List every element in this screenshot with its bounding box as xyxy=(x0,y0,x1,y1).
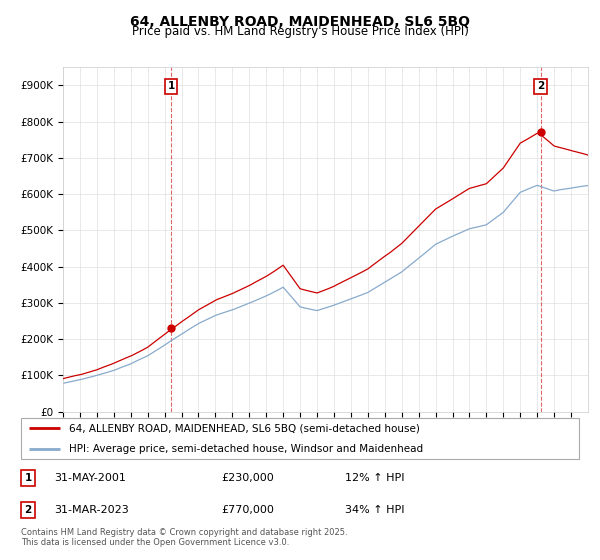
Text: Contains HM Land Registry data © Crown copyright and database right 2025.
This d: Contains HM Land Registry data © Crown c… xyxy=(21,528,347,547)
Text: 64, ALLENBY ROAD, MAIDENHEAD, SL6 5BQ (semi-detached house): 64, ALLENBY ROAD, MAIDENHEAD, SL6 5BQ (s… xyxy=(69,423,419,433)
Text: 1: 1 xyxy=(167,81,175,91)
Text: £230,000: £230,000 xyxy=(221,473,274,483)
Text: Price paid vs. HM Land Registry's House Price Index (HPI): Price paid vs. HM Land Registry's House … xyxy=(131,25,469,38)
Text: 12% ↑ HPI: 12% ↑ HPI xyxy=(345,473,404,483)
Text: £770,000: £770,000 xyxy=(221,505,274,515)
Text: 31-MAY-2001: 31-MAY-2001 xyxy=(55,473,127,483)
Text: HPI: Average price, semi-detached house, Windsor and Maidenhead: HPI: Average price, semi-detached house,… xyxy=(69,444,423,454)
Text: 2: 2 xyxy=(25,505,32,515)
Text: 1: 1 xyxy=(25,473,32,483)
Text: 64, ALLENBY ROAD, MAIDENHEAD, SL6 5BQ: 64, ALLENBY ROAD, MAIDENHEAD, SL6 5BQ xyxy=(130,15,470,29)
Text: 2: 2 xyxy=(537,81,544,91)
Text: 31-MAR-2023: 31-MAR-2023 xyxy=(55,505,130,515)
FancyBboxPatch shape xyxy=(21,418,579,459)
Text: 34% ↑ HPI: 34% ↑ HPI xyxy=(345,505,404,515)
